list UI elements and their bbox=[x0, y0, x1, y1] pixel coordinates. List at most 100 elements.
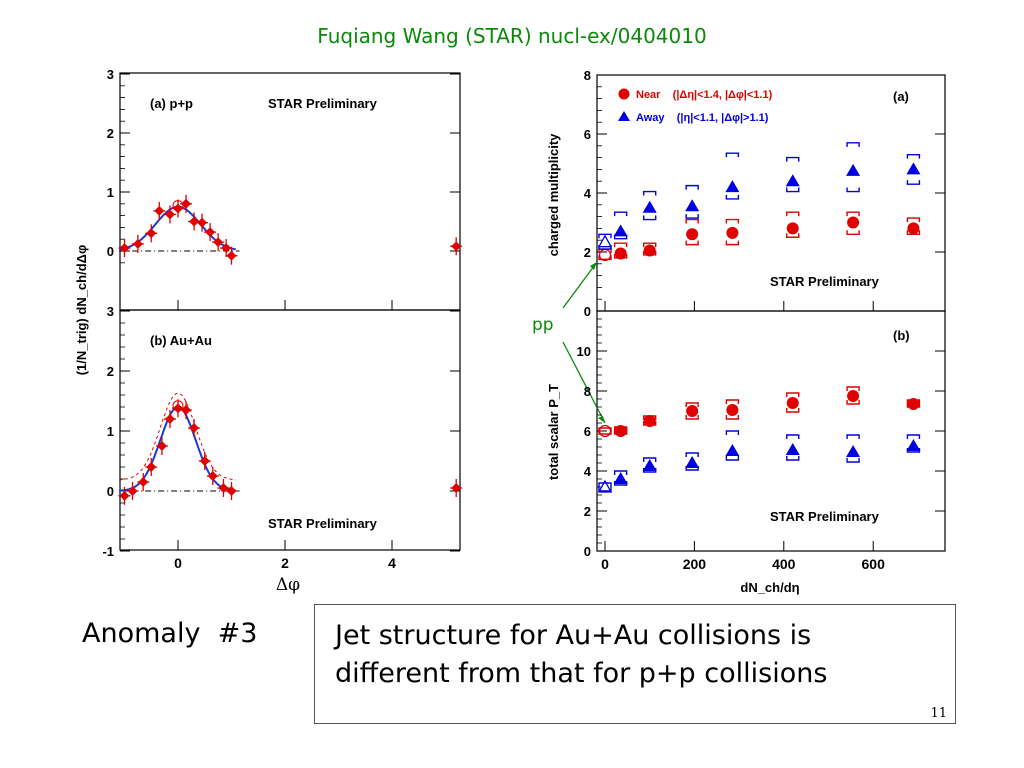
right-bottom-sys-bracket-top bbox=[643, 457, 657, 462]
left-bottom-watermark: STAR Preliminary bbox=[268, 516, 378, 531]
left-x-axis-label: Δφ bbox=[276, 575, 300, 595]
left-top-data-point bbox=[146, 228, 157, 239]
right-top-away-point bbox=[906, 162, 921, 175]
anomaly-label: Anomaly #3 bbox=[82, 618, 258, 649]
right-bottom-sys-bracket-top bbox=[725, 430, 740, 435]
right-top-sys-bracket-top bbox=[643, 190, 657, 196]
right-top-sys-bracket-top bbox=[643, 242, 657, 248]
left-bottom-panel-label: (b) Au+Au bbox=[150, 333, 212, 348]
right-top-sys-bracket-top bbox=[846, 142, 860, 147]
slide-title: Fuqiang Wang (STAR) nucl-ex/0404010 bbox=[317, 24, 707, 48]
right-top-away-point bbox=[642, 200, 657, 213]
left-top-data-point bbox=[197, 217, 208, 228]
left-bottom-data-point bbox=[189, 423, 199, 433]
left-bottom-data-point bbox=[127, 486, 138, 496]
right-top-ytick-label: 2 bbox=[584, 245, 591, 260]
left-top-peak-open-point bbox=[172, 200, 184, 212]
right-top-near-point bbox=[907, 222, 920, 235]
left-bottom-fit-curve bbox=[119, 405, 236, 492]
right-bottom-sys-bracket-bottom bbox=[598, 487, 612, 492]
right-top-away-point bbox=[725, 180, 740, 193]
chart-marks: 0 1 2 3 -1 0 1 2 3 0 2 4 0 2 4 6 8 0 2 4 6 8 10 0 200 400 600 bbox=[102, 67, 945, 572]
left-bottom-fit-band bbox=[119, 392, 236, 481]
right-top-ytick-label: 6 bbox=[584, 127, 591, 142]
right-bottom-near-point bbox=[686, 405, 699, 417]
pp-arrow-upper bbox=[562, 261, 598, 309]
conclusion-text: Jet structure for Au+Au collisions is di… bbox=[335, 617, 827, 693]
right-top-sys-bracket-bottom bbox=[685, 214, 699, 219]
left-top-data-point bbox=[173, 203, 183, 214]
right-bottom-sys-bracket-bottom bbox=[725, 456, 740, 461]
legend-near-label: Near (|Δη|<1.4, |Δφ|<1.1) bbox=[636, 89, 773, 101]
right-top-sys-bracket-top bbox=[786, 156, 800, 162]
left-bottom-data-point bbox=[181, 405, 191, 415]
left-top-ytick-label: 3 bbox=[107, 67, 114, 82]
right-top-near-point bbox=[686, 228, 699, 241]
left-bottom-ytick-label: -1 bbox=[102, 544, 114, 559]
left-top-data-point bbox=[154, 205, 165, 216]
right-top-pp-away-point bbox=[597, 234, 613, 248]
page-number: 11 bbox=[930, 706, 947, 721]
right-top-near-point bbox=[614, 247, 627, 260]
right-top-sys-bracket-bottom bbox=[906, 180, 921, 185]
right-bottom-ytick-label: 4 bbox=[584, 464, 592, 479]
right-bottom-sys-bracket-top bbox=[685, 452, 699, 457]
legend-away-label: Away (|η|<1.1, |Δφ|>1.1) bbox=[636, 112, 769, 124]
right-top-sys-bracket-top bbox=[906, 217, 921, 223]
left-bottom-panel: (b) Au+Au STAR Preliminary Δφ bbox=[119, 309, 461, 595]
right-bottom-ytick-label: 2 bbox=[584, 504, 591, 519]
left-bottom-ytick-label: 0 bbox=[107, 484, 114, 499]
left-bottom-xtick-label: 0 bbox=[174, 555, 182, 571]
right-bottom-sys-bracket-top bbox=[685, 402, 699, 407]
right-top-sys-bracket-bottom bbox=[846, 187, 860, 193]
right-top-ytick-label: 4 bbox=[584, 186, 592, 201]
right-top-ytick-label: 0 bbox=[584, 304, 591, 319]
right-top-sys-bracket-top bbox=[598, 233, 612, 239]
right-top-y-axis-label: charged multiplicity bbox=[546, 133, 561, 257]
right-bottom-sys-bracket-top bbox=[846, 386, 860, 391]
left-bottom-xtick-label: 4 bbox=[388, 555, 396, 571]
left-top-data-point bbox=[226, 250, 237, 261]
left-top-panel: (a) p+p STAR Preliminary bbox=[119, 72, 461, 311]
right-top-away-point bbox=[685, 199, 700, 212]
right-top-sys-bracket-top bbox=[906, 153, 921, 159]
pp-annotation: pp bbox=[532, 315, 554, 335]
right-bottom-ytick-label: 10 bbox=[577, 344, 591, 359]
right-bottom-sys-bracket-bottom bbox=[786, 408, 800, 413]
right-bottom-sys-bracket-bottom bbox=[786, 456, 800, 461]
right-bottom-xtick-label: 200 bbox=[683, 556, 707, 572]
left-bottom-data-point bbox=[451, 483, 462, 493]
left-top-panel-label: (a) p+p bbox=[150, 96, 193, 111]
pp-arrowhead-lower bbox=[598, 416, 605, 423]
left-bottom-data-point bbox=[165, 414, 175, 424]
left-bottom-ytick-label: 2 bbox=[107, 364, 114, 379]
legend-away-marker bbox=[618, 111, 630, 121]
right-top-near-point bbox=[847, 216, 860, 229]
right-bottom-pp-near-point bbox=[598, 424, 612, 438]
right-bottom-away-point bbox=[613, 472, 628, 484]
right-bottom-sys-bracket-top bbox=[846, 434, 860, 439]
right-top-sys-bracket-top bbox=[786, 211, 800, 217]
left-top-ytick-label: 0 bbox=[107, 244, 114, 259]
conclusion-box: Jet structure for Au+Au collisions is di… bbox=[314, 604, 956, 724]
right-bottom-watermark: STAR Preliminary bbox=[770, 509, 880, 524]
right-top-sys-bracket-top bbox=[685, 184, 699, 190]
right-top-sys-bracket-top bbox=[725, 218, 740, 224]
left-bottom-frame bbox=[119, 309, 461, 551]
right-bottom-away-point bbox=[642, 459, 657, 471]
right-bottom-sys-bracket-top bbox=[786, 392, 800, 397]
right-bottom-panel: (b) STAR Preliminary total scalar P_T dN… bbox=[546, 310, 946, 595]
right-bottom-xtick-label: 0 bbox=[601, 556, 609, 572]
right-x-axis-label: dN_ch/dη bbox=[740, 580, 799, 595]
right-top-near-point bbox=[643, 244, 656, 257]
right-top-sys-bracket-bottom bbox=[725, 194, 740, 200]
left-top-data-point bbox=[165, 209, 175, 220]
left-top-data-point bbox=[181, 198, 191, 209]
left-bottom-data-point bbox=[199, 456, 210, 466]
right-bottom-away-point bbox=[906, 439, 921, 451]
left-bottom-data-point bbox=[157, 441, 167, 451]
conclusion-line-1: Jet structure for Au+Au collisions is bbox=[335, 620, 812, 651]
conclusion-line-2: different from that for p+p collisions bbox=[335, 658, 828, 689]
figure-canvas: (a) p+p STAR Preliminary (b) Au+Au STAR … bbox=[74, 67, 946, 595]
right-bottom-pp-away-point bbox=[597, 479, 613, 493]
